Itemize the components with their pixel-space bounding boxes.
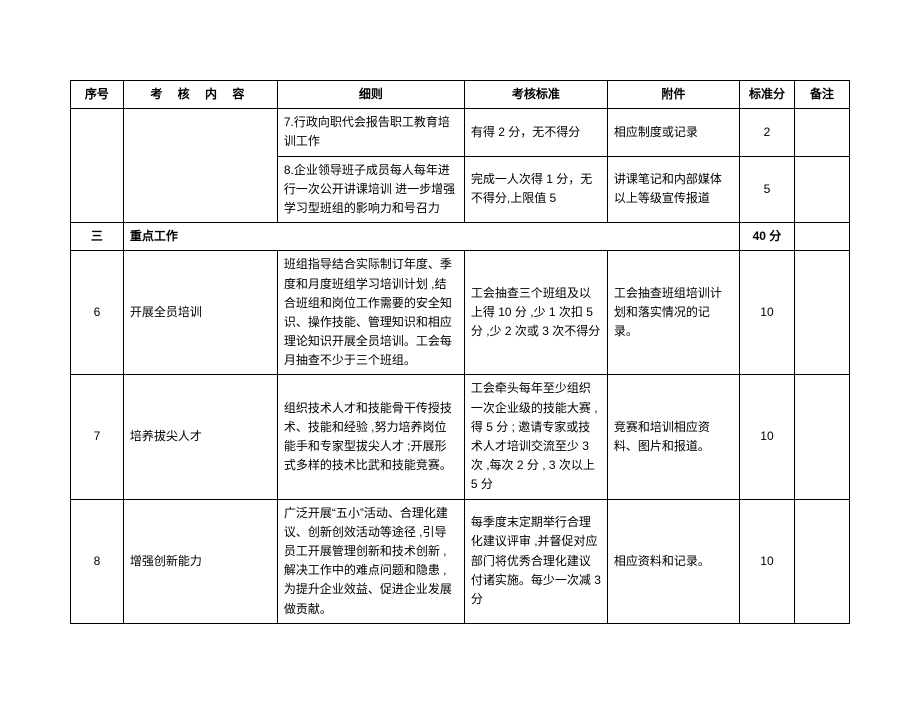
cell-xize: 8.企业领导班子成员每人每年进行一次公开讲课培训 进一步增强学习型班组的影响力和…	[277, 156, 464, 223]
cell-fen: 10	[739, 375, 794, 499]
cell-xuhao	[71, 109, 124, 223]
header-fen: 标准分	[739, 81, 794, 109]
cell-neirong: 培养拔尖人才	[123, 375, 277, 499]
cell-biaozhun: 有得 2 分，无不得分	[464, 109, 607, 156]
table-row: 6 开展全员培训 班组指导结合实际制订年度、季度和月度班组学习培训计划 ,结合班…	[71, 251, 850, 375]
section-row: 三 重点工作 40 分	[71, 223, 850, 251]
cell-fujian: 相应制度或记录	[607, 109, 739, 156]
cell-neirong: 增强创新能力	[123, 499, 277, 623]
cell-fen: 2	[739, 109, 794, 156]
cell-biaozhun: 每季度末定期举行合理化建议评审 ,并督促对应部门将优秀合理化建议付诸实施。每少一…	[464, 499, 607, 623]
table-row: 8 增强创新能力 广泛开展“五小”活动、合理化建议、创新创效活动等途径 ,引导员…	[71, 499, 850, 623]
cell-xize: 班组指导结合实际制订年度、季度和月度班组学习培训计划 ,结合班组和岗位工作需要的…	[277, 251, 464, 375]
cell-beizhu	[794, 223, 849, 251]
section-fen: 40 分	[739, 223, 794, 251]
cell-xize: 组织技术人才和技能骨干传授技术、技能和经验 ,努力培养岗位能手和专家型拔尖人才 …	[277, 375, 464, 499]
cell-biaozhun: 工会抽查三个班组及以上得 10 分 ,少 1 次扣 5 分 ,少 2 次或 3 …	[464, 251, 607, 375]
cell-fen: 10	[739, 251, 794, 375]
header-xuhao: 序号	[71, 81, 124, 109]
cell-beizhu	[794, 375, 849, 499]
table-row: 7.行政向职代会报告职工教育培训工作 有得 2 分，无不得分 相应制度或记录 2	[71, 109, 850, 156]
header-neirong: 考 核 内 容	[123, 81, 277, 109]
cell-xize: 7.行政向职代会报告职工教育培训工作	[277, 109, 464, 156]
cell-beizhu	[794, 156, 849, 223]
cell-biaozhun: 完成一人次得 1 分，无不得分,上限值 5	[464, 156, 607, 223]
header-fujian: 附件	[607, 81, 739, 109]
header-beizhu: 备注	[794, 81, 849, 109]
section-title: 重点工作	[123, 223, 739, 251]
cell-fujian: 竞赛和培训相应资料、图片和报道。	[607, 375, 739, 499]
cell-fujian: 讲课笔记和内部媒体以上等级宣传报道	[607, 156, 739, 223]
table-row: 7 培养拔尖人才 组织技术人才和技能骨干传授技术、技能和经验 ,努力培养岗位能手…	[71, 375, 850, 499]
cell-beizhu	[794, 109, 849, 156]
cell-fen: 10	[739, 499, 794, 623]
cell-xuhao: 6	[71, 251, 124, 375]
header-xize: 细则	[277, 81, 464, 109]
cell-beizhu	[794, 499, 849, 623]
cell-fujian: 工会抽查班组培训计划和落实情况的记录。	[607, 251, 739, 375]
cell-biaozhun: 工会牵头每年至少组织一次企业级的技能大赛 , 得 5 分 ; 邀请专家或技术人才…	[464, 375, 607, 499]
assessment-table: 序号 考 核 内 容 细则 考核标准 附件 标准分 备注 7.行政向职代会报告职…	[70, 80, 850, 624]
section-num: 三	[71, 223, 124, 251]
cell-xize: 广泛开展“五小”活动、合理化建议、创新创效活动等途径 ,引导员工开展管理创新和技…	[277, 499, 464, 623]
cell-neirong	[123, 109, 277, 223]
cell-beizhu	[794, 251, 849, 375]
cell-neirong: 开展全员培训	[123, 251, 277, 375]
cell-xuhao: 7	[71, 375, 124, 499]
cell-fen: 5	[739, 156, 794, 223]
cell-xuhao: 8	[71, 499, 124, 623]
cell-fujian: 相应资料和记录。	[607, 499, 739, 623]
header-biaozhun: 考核标准	[464, 81, 607, 109]
table-header-row: 序号 考 核 内 容 细则 考核标准 附件 标准分 备注	[71, 81, 850, 109]
